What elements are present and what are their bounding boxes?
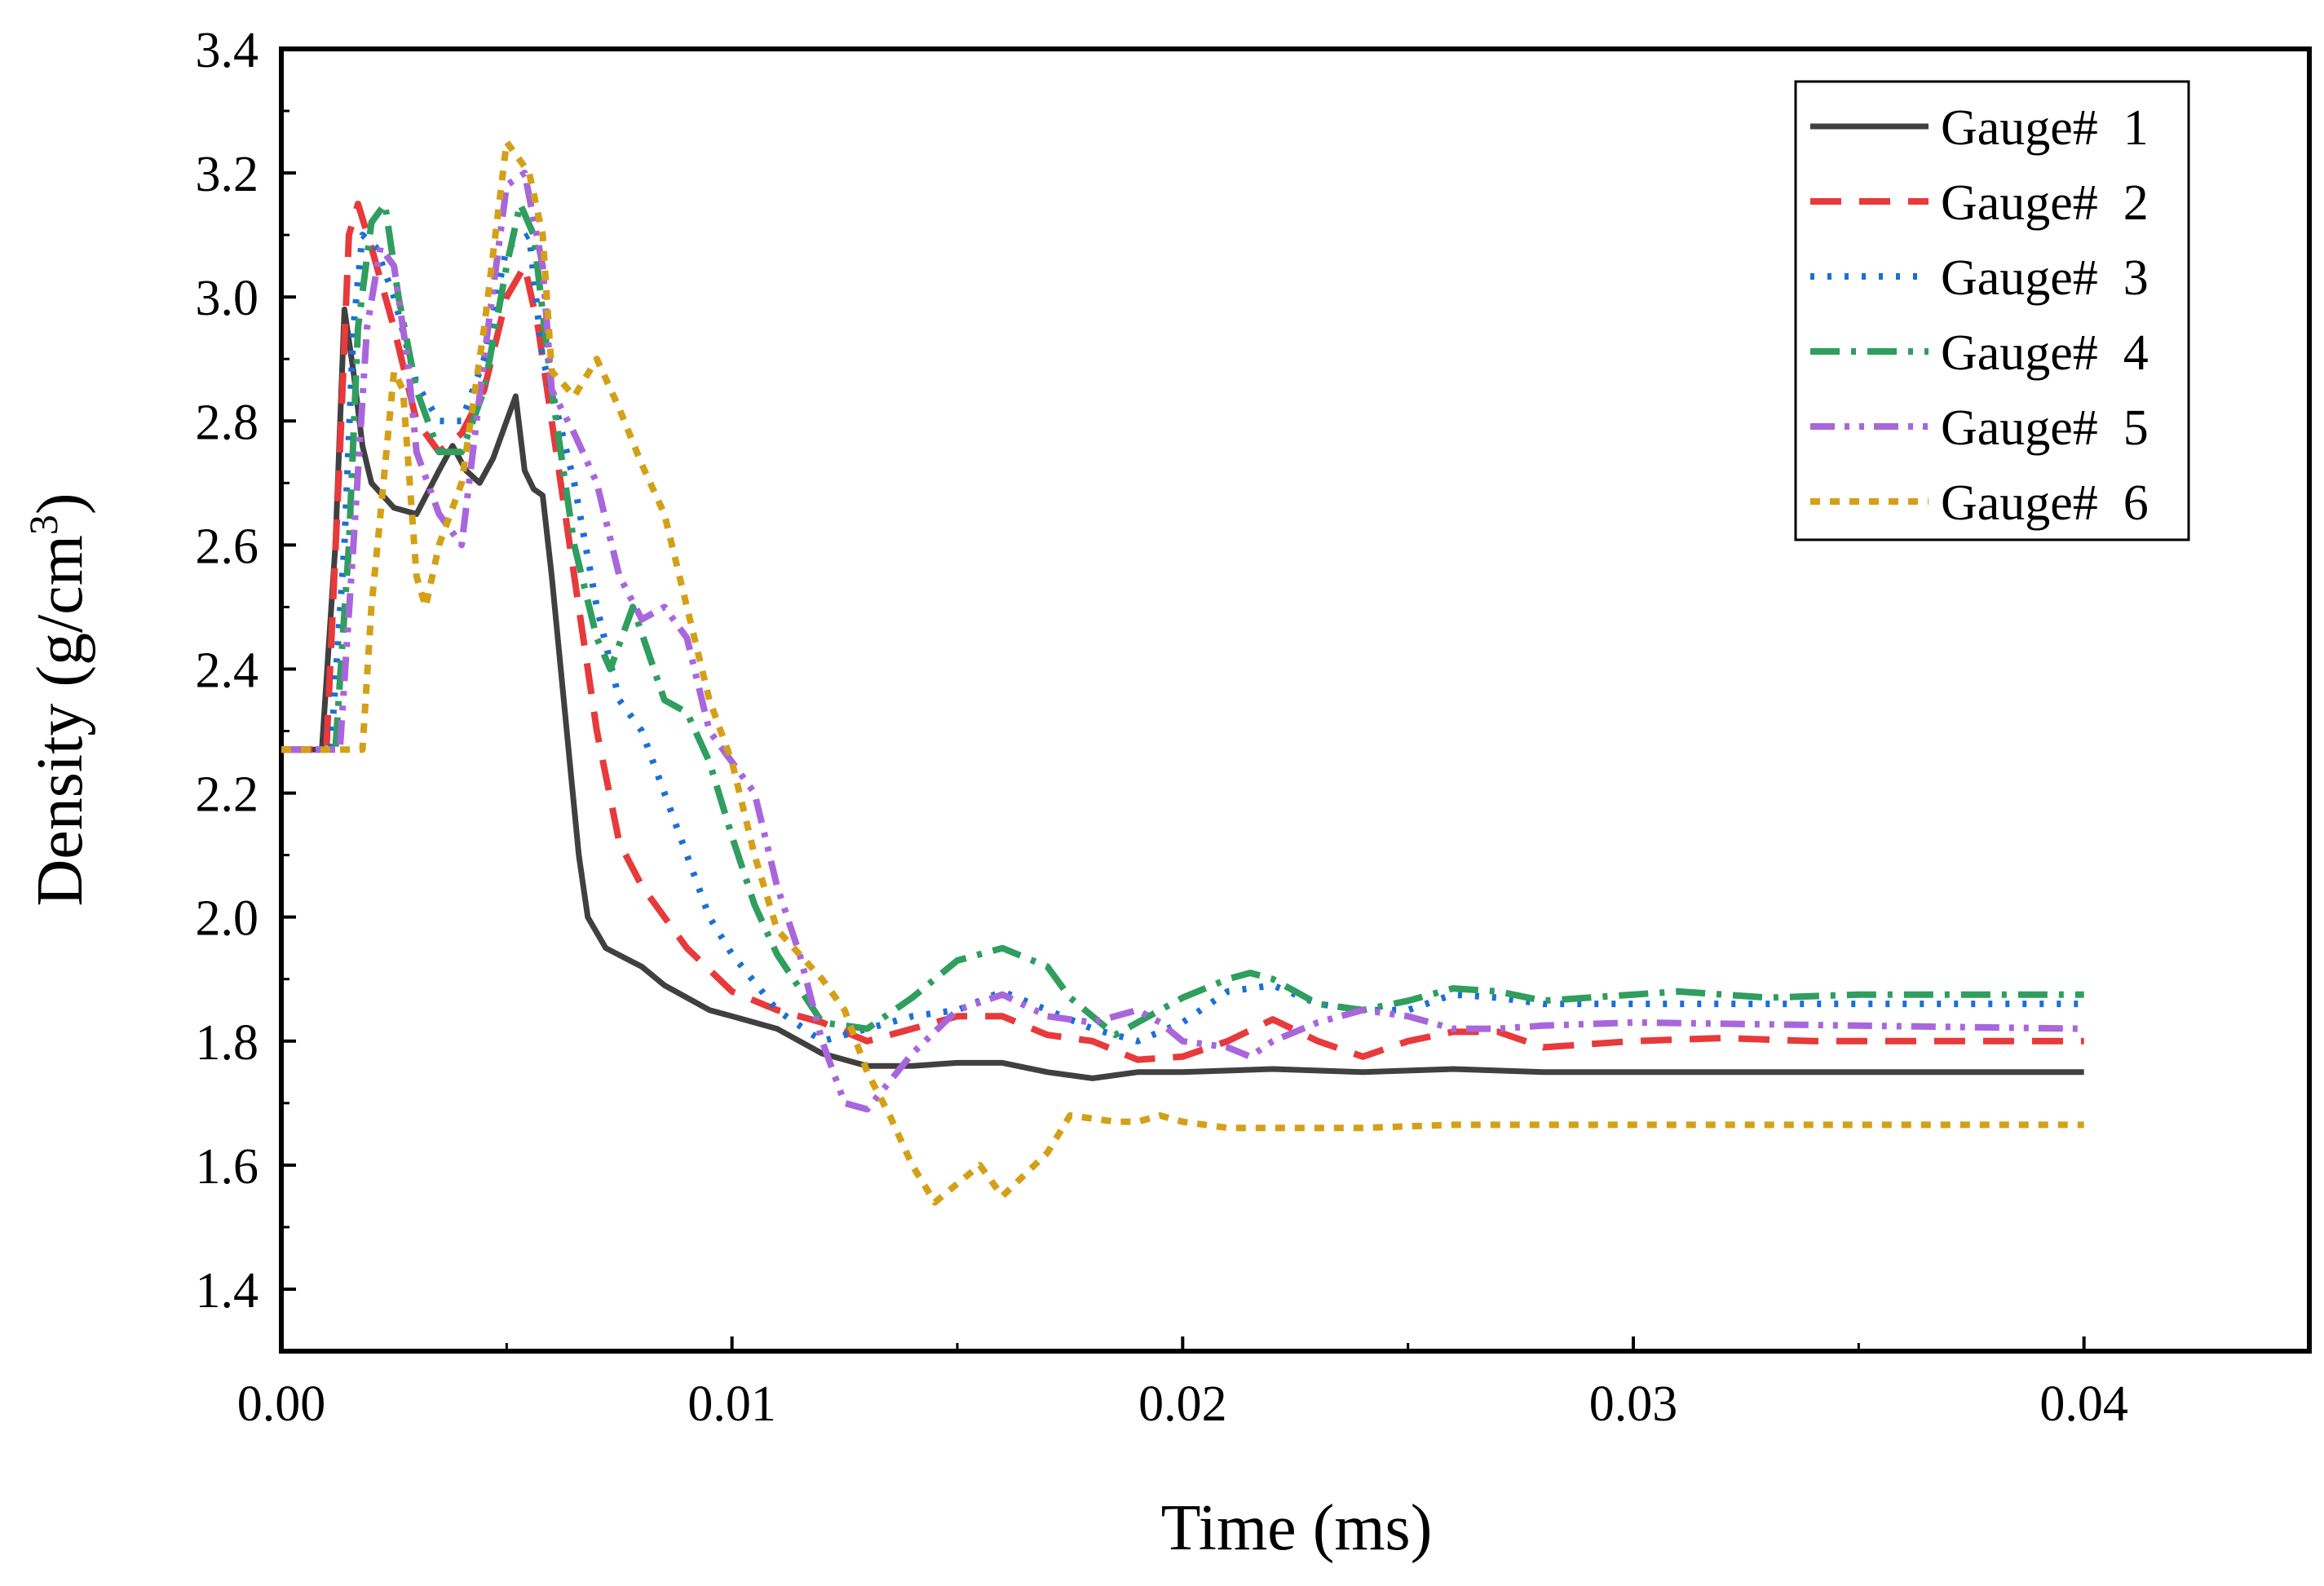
x-tick-label: 0.00 — [237, 1376, 326, 1432]
x-tick-label: 0.03 — [1589, 1376, 1678, 1432]
y-tick-label: 3.0 — [196, 271, 259, 326]
y-axis: 1.4 1.6 1.8 2.0 2.2 2.4 2.6 2.8 3.0 3.2 3.4 — [196, 23, 296, 1319]
series-line-gauge-4 — [281, 201, 2084, 1039]
legend-label-gauge-4: Gauge# 4 — [1941, 325, 2149, 381]
y-tick-label: 1.6 — [196, 1139, 259, 1195]
plot-frame — [279, 46, 2312, 1354]
plot-area — [279, 46, 2312, 1354]
x-tick-label: 0.02 — [1138, 1376, 1227, 1432]
y-axis-title-close: ) — [24, 493, 96, 515]
series-layer — [281, 139, 2084, 1206]
legend-label-gauge-5: Gauge# 5 — [1941, 400, 2149, 456]
x-axis-title: Time (ms) — [1161, 1492, 1433, 1564]
legend: Gauge# 1 Gauge# 2 Gauge# 3 Gauge# 4 Gauge# 5… — [1794, 80, 2190, 541]
series-line-gauge-5 — [281, 170, 2084, 1113]
x-tick-label: 0.01 — [687, 1376, 776, 1432]
y-tick-label: 1.8 — [196, 1015, 259, 1071]
y-tick-label: 2.8 — [196, 395, 259, 450]
x-axis: 0.00 0.01 0.02 0.03 0.04 — [237, 1336, 2128, 1432]
y-tick-label: 2.2 — [196, 767, 259, 823]
legend-box — [1794, 80, 2190, 541]
y-tick-label: 2.0 — [196, 891, 259, 947]
y-axis-title-sup: 3 — [20, 515, 66, 535]
legend-label-gauge-1: Gauge# 1 — [1941, 100, 2149, 156]
series-line-gauge-2 — [281, 201, 2084, 1063]
y-tick-label: 3.4 — [196, 23, 259, 78]
y-axis-title: Density (g/cm3) — [20, 493, 96, 906]
legend-label-gauge-3: Gauge# 3 — [1941, 250, 2149, 306]
legend-label-gauge-6: Gauge# 6 — [1941, 475, 2149, 531]
series-line-gauge-3 — [281, 232, 2084, 1045]
y-axis-title-main: Density (g/cm — [24, 535, 96, 906]
series-line-gauge-6 — [281, 139, 2084, 1206]
legend-label-gauge-2: Gauge# 2 — [1941, 175, 2149, 231]
y-tick-label: 3.2 — [196, 147, 259, 202]
y-tick-label: 1.4 — [196, 1263, 259, 1319]
y-tick-label: 2.6 — [196, 519, 259, 574]
y-tick-label: 2.4 — [196, 643, 259, 698]
x-tick-label: 0.04 — [2039, 1376, 2128, 1432]
series-line-gauge-1 — [281, 306, 2084, 1081]
